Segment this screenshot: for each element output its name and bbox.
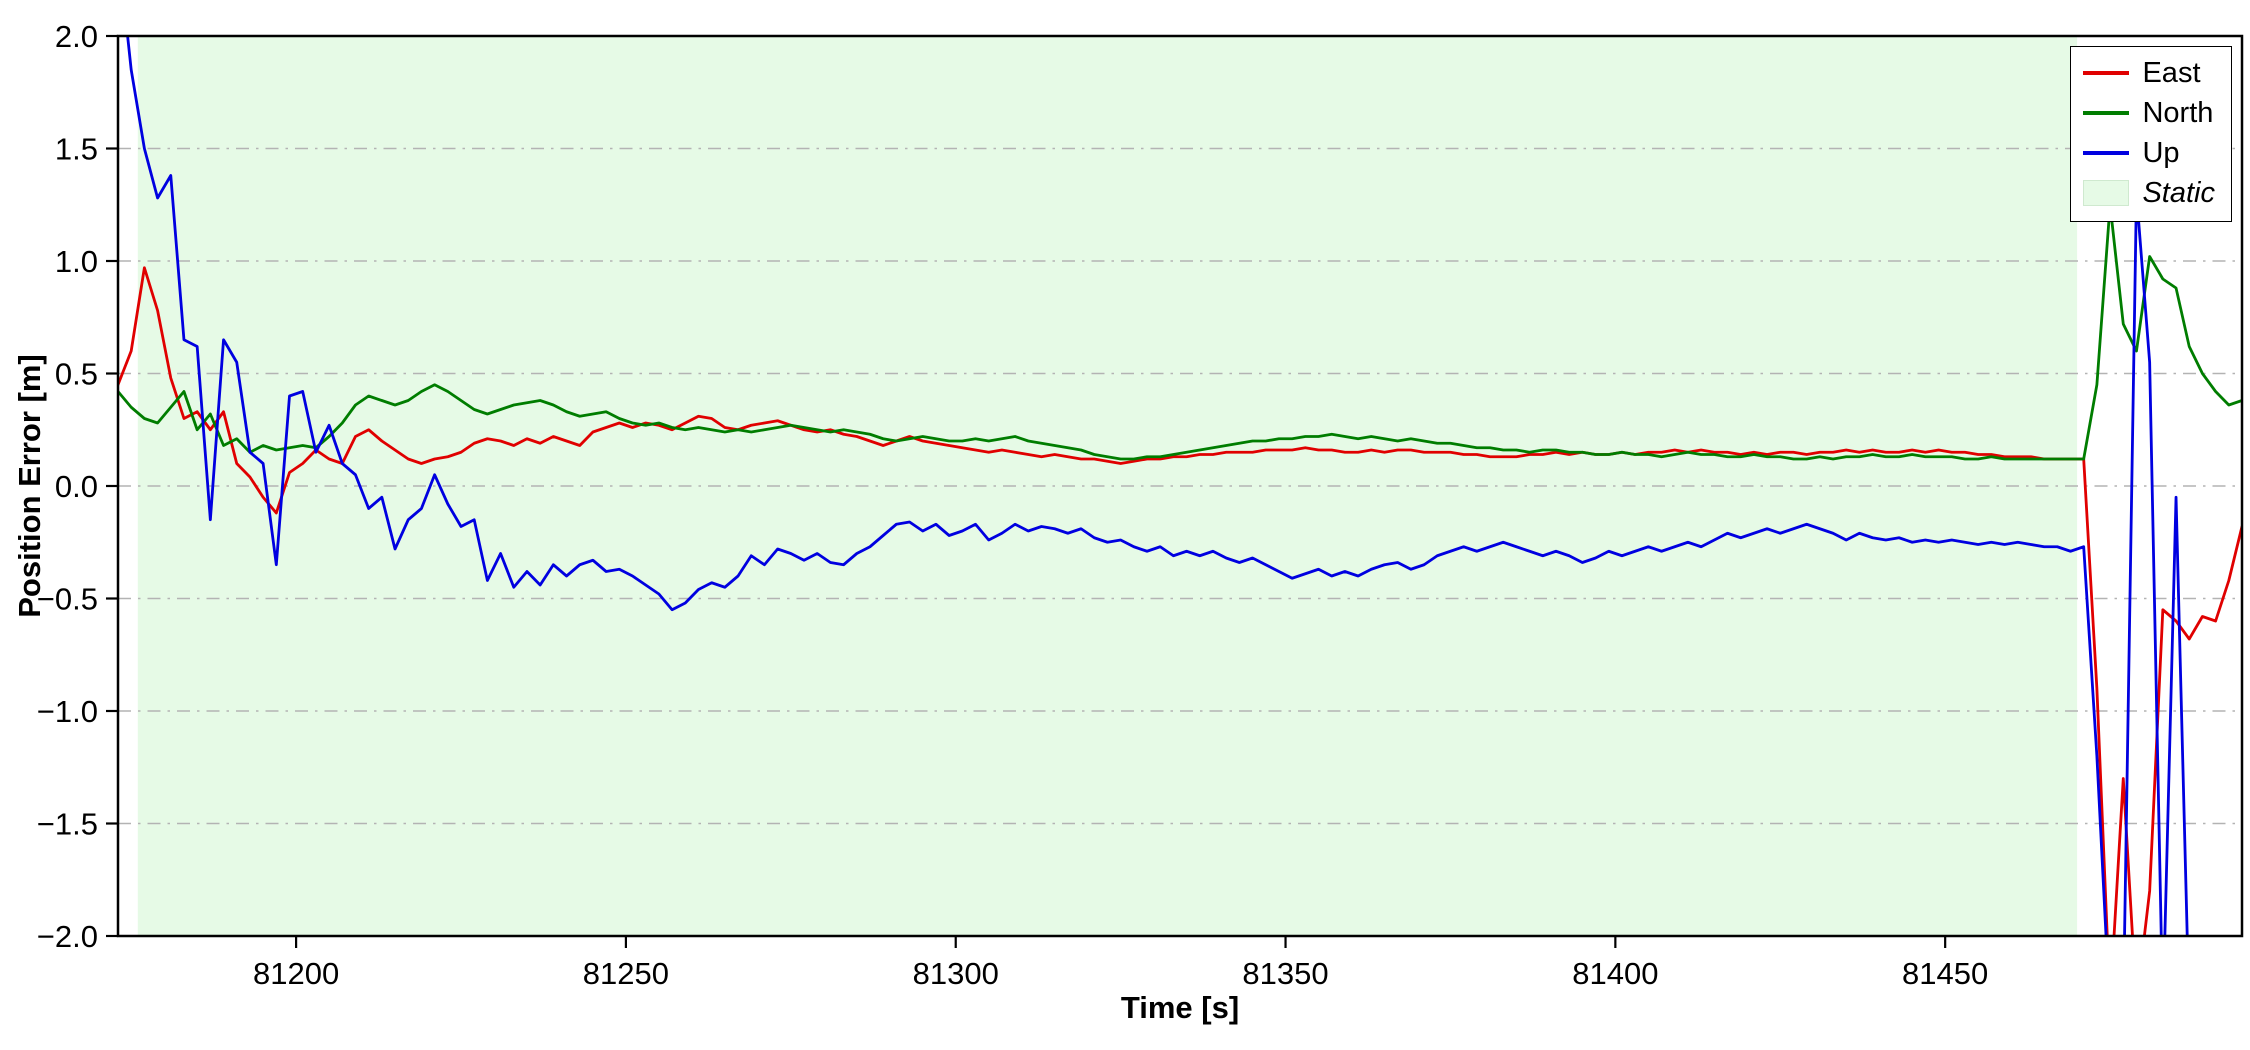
legend-item-north: North xyxy=(2083,95,2215,131)
y-tick-label: 0.5 xyxy=(55,357,98,392)
series-line-up xyxy=(126,36,2189,936)
x-tick-label: 81250 xyxy=(583,956,669,991)
legend-label: North xyxy=(2142,96,2214,129)
y-tick-label: −2.0 xyxy=(37,919,98,954)
x-tick-label: 81450 xyxy=(1902,956,1988,991)
legend: East North Up Static xyxy=(2070,46,2232,222)
static-region xyxy=(137,36,2078,936)
legend-label: Static xyxy=(2142,176,2215,209)
y-tick-label: −1.5 xyxy=(37,807,98,842)
legend-item-up: Up xyxy=(2083,135,2215,171)
y-tick-label: −1.0 xyxy=(37,694,98,729)
y-tick-label: −0.5 xyxy=(37,582,98,617)
y-tick-label: 1.5 xyxy=(55,132,98,167)
legend-item-east: East xyxy=(2083,55,2215,91)
y-tick-label: 0.0 xyxy=(55,469,98,504)
x-tick-label: 81300 xyxy=(913,956,999,991)
x-tick-label: 81200 xyxy=(253,956,339,991)
series-line-east xyxy=(118,266,2242,936)
y-tick-label: 1.0 xyxy=(55,244,98,279)
legend-label: Up xyxy=(2142,136,2180,169)
x-axis-title: Time [s] xyxy=(1120,990,1240,1025)
legend-line-sample xyxy=(2083,71,2130,75)
legend-item-static: Static xyxy=(2083,175,2215,211)
legend-patch-sample xyxy=(2083,180,2130,206)
legend-line-sample xyxy=(2083,151,2130,155)
legend-label: East xyxy=(2142,56,2201,89)
series-line-north xyxy=(118,203,2242,461)
legend-line-sample xyxy=(2083,111,2130,115)
y-tick-label: 2.0 xyxy=(55,19,98,54)
x-tick-label: 81400 xyxy=(1572,956,1658,991)
x-tick-label: 81350 xyxy=(1242,956,1328,991)
